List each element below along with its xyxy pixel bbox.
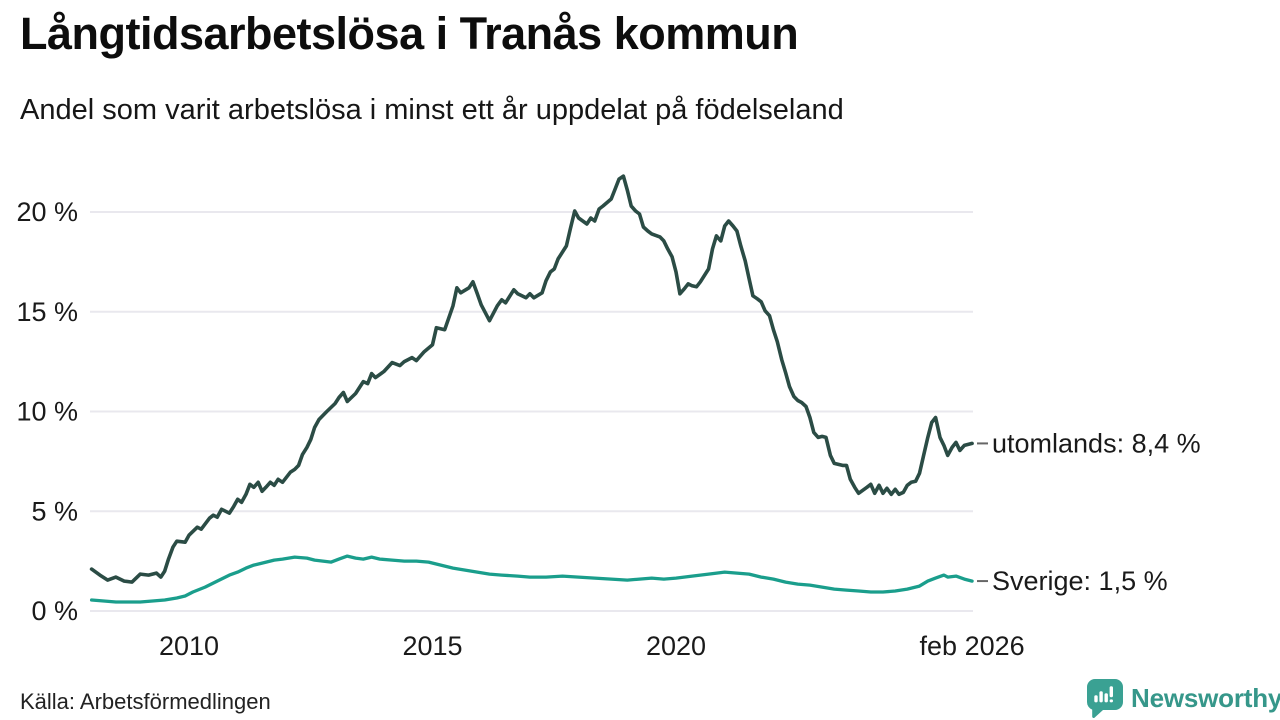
y-axis-tick-label: 0 %	[31, 596, 78, 626]
source-note: Källa: Arbetsförmedlingen	[20, 689, 271, 714]
y-axis-tick-label: 5 %	[31, 496, 78, 526]
y-axis-tick-label: 20 %	[16, 197, 78, 227]
newsworthy-logo: Newsworthy	[1086, 678, 1280, 719]
bar-chart-speech-bubble-icon	[1086, 679, 1123, 719]
x-axis-tick-label: 2015	[402, 631, 462, 661]
page-subtitle: Andel som varit arbetslösa i minst ett å…	[20, 94, 844, 126]
x-axis-tick-label: 2020	[646, 631, 706, 661]
series-line-utomlands	[89, 174, 974, 584]
page-title: Långtidsarbetslösa i Tranås kommun	[20, 8, 799, 59]
y-axis-tick-label: 10 %	[16, 397, 78, 427]
series-line-Sverige	[89, 554, 974, 604]
x-axis-tick-label: 2010	[159, 631, 219, 661]
x-axis-tick-label: feb 2026	[920, 631, 1025, 661]
y-axis-tick-label: 15 %	[16, 297, 78, 327]
series-end-label-Sverige: Sverige: 1,5 %	[992, 566, 1168, 596]
series-end-label-utomlands: utomlands: 8,4 %	[992, 428, 1201, 458]
newsworthy-wordmark: Newsworthy	[1131, 683, 1280, 713]
